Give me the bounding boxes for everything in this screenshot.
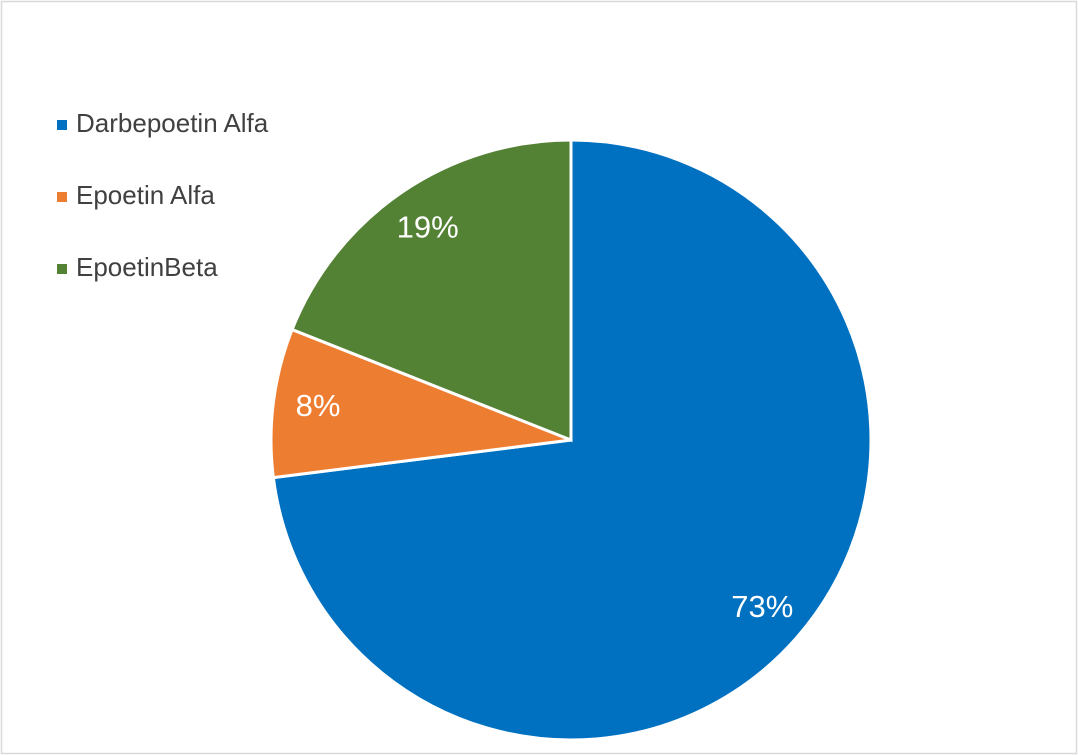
data-label: 8%	[296, 388, 341, 423]
legend-marker	[57, 192, 67, 202]
pie-slice	[269, 327, 572, 480]
legend-marker	[57, 264, 67, 274]
legend-label: Darbepoetin Alfa	[76, 108, 269, 138]
data-label: 19%	[397, 209, 459, 244]
legend-label: Epoetin Alfa	[76, 180, 215, 210]
data-label: 73%	[731, 589, 793, 624]
legend-label: EpoetinBeta	[76, 252, 218, 282]
legend-marker	[57, 120, 67, 130]
pie-slice	[290, 138, 573, 443]
